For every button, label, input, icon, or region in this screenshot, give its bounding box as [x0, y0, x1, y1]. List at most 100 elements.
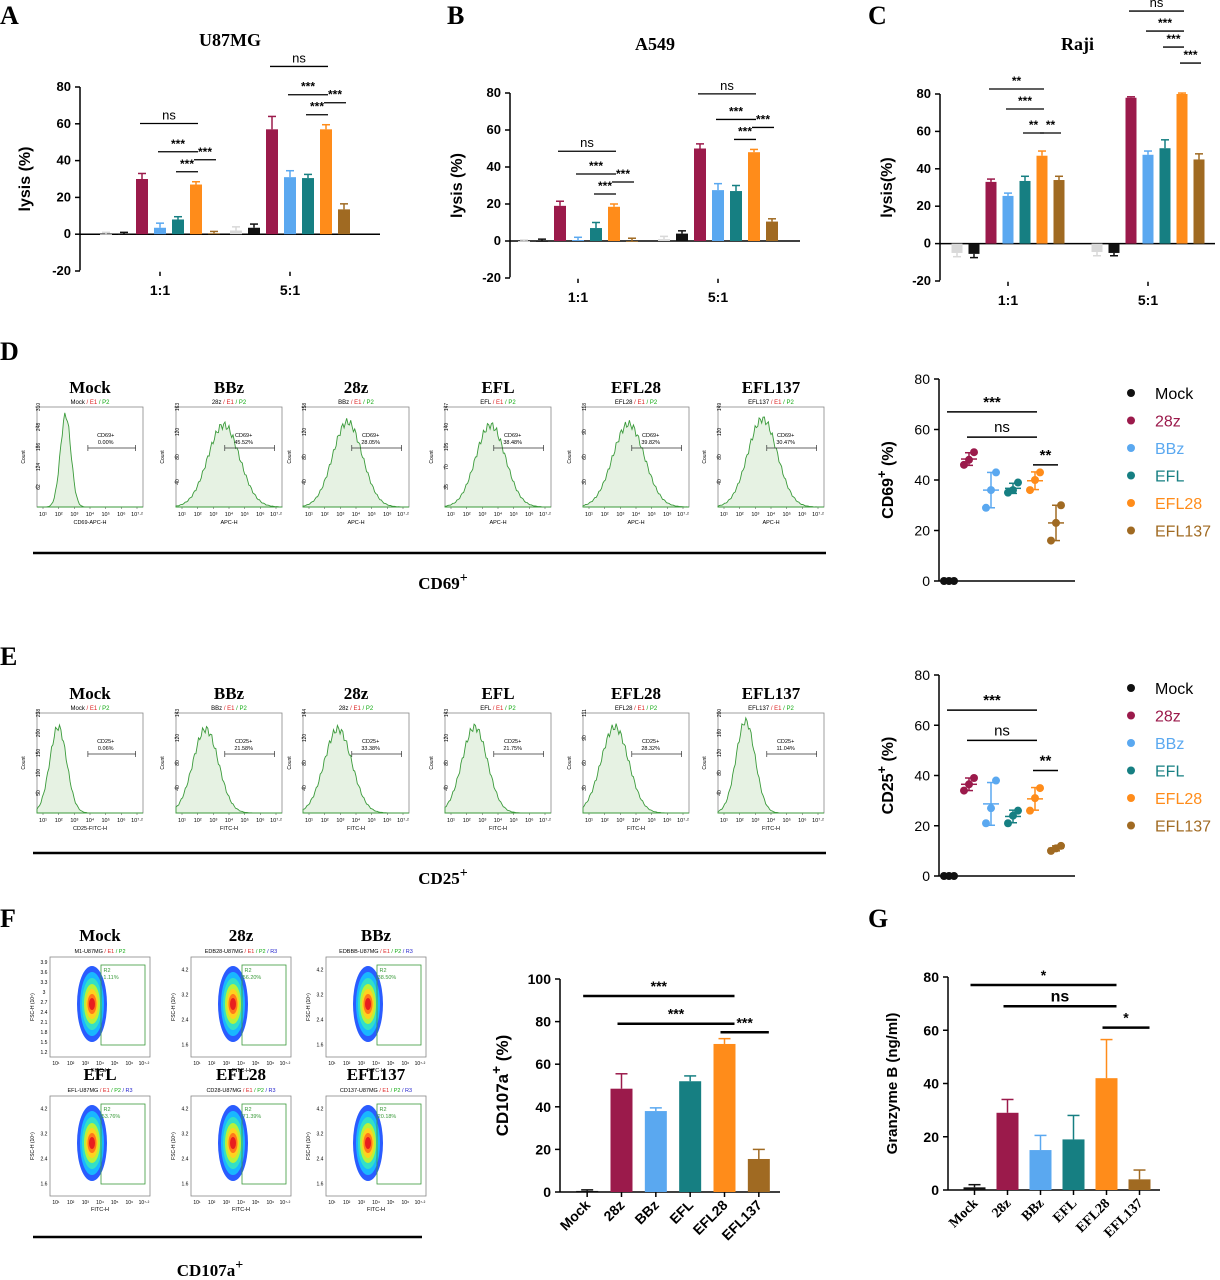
y-tick-label: 20 [914, 818, 930, 834]
x-tick-label: 10⁷·² [131, 817, 143, 824]
y-tick-label: 40 [535, 1099, 551, 1115]
data-point-BBz [982, 503, 990, 512]
superscript: + [235, 1258, 243, 1273]
y-tick-label: 20 [917, 198, 931, 213]
bar-Mock [658, 239, 670, 241]
y-axis-title: Count [567, 756, 573, 770]
ylabel-part: (%) [880, 737, 897, 766]
x-tick-label: 10⁴ [767, 817, 776, 824]
y-tick-label: 60 [914, 422, 930, 438]
header-part: / P2 [110, 1088, 121, 1094]
y-tick-label: 35 [444, 484, 450, 490]
header-part: EFL28 [615, 400, 633, 406]
density-contour [230, 998, 236, 1010]
y-tick-label: 3.6 [41, 970, 48, 976]
data-point-EFL [1014, 478, 1022, 487]
density-title: 28z [229, 926, 254, 945]
y-tick-label: 200 [717, 709, 723, 718]
data-point-28z [970, 448, 978, 457]
x-tick-label: 10¹ [39, 512, 47, 518]
data-point-EFL137 [1047, 536, 1055, 545]
gate-name: R2 [244, 968, 251, 974]
y-tick-label: 90 [582, 429, 588, 435]
significance-label: ns [162, 107, 176, 122]
header-part: / E1 [349, 400, 362, 406]
header-part: / E1 [222, 400, 235, 406]
x-tick-label: 10⁵ [240, 511, 248, 518]
data-point-Mock [950, 577, 958, 585]
data-point-EFL [1009, 486, 1017, 495]
significance-label: ** [1029, 118, 1039, 132]
significance-label: * [1123, 1010, 1129, 1026]
x-tick-label: 10⁵ [509, 511, 517, 518]
header-part: / P2 [97, 400, 110, 406]
gate-name: CD25+ [362, 739, 379, 745]
panel-letter-C: C [868, 1, 887, 30]
gate-percent: 38.50% [378, 975, 397, 981]
y-tick-label: 120 [302, 734, 308, 743]
y-tick-label: 60 [57, 116, 71, 131]
x-axis-title: FITC-H [367, 1207, 385, 1213]
significance-label: *** [983, 394, 1001, 411]
x-tick-label: 28z [989, 1196, 1014, 1221]
x-tick-label: 10⁵ [101, 817, 109, 824]
x-tick-label: 10² [463, 512, 471, 518]
y-tick-label: 90 [582, 735, 588, 741]
y-axis-title: FSC-H (10⁵) [30, 993, 36, 1021]
significance-label: * [1041, 967, 1047, 983]
y-tick-label: 80 [302, 760, 308, 766]
header-part: / P2 [235, 706, 248, 712]
gate-box [376, 1103, 422, 1185]
gate-box [241, 1103, 287, 1185]
legend-label-EFL28: EFL28 [1155, 791, 1202, 808]
y-tick-label: 80 [57, 79, 71, 94]
y-tick-label: 3.2 [182, 1132, 189, 1138]
y-tick-label: 40 [444, 785, 450, 791]
y-tick-label: 120 [717, 428, 723, 437]
significance-label: *** [598, 179, 612, 193]
y-tick-label: 0 [922, 573, 930, 589]
histogram-title: 28z [344, 378, 369, 397]
y-tick-label: 3.2 [41, 1132, 48, 1138]
x-tick-label: 10⁷·² [812, 511, 824, 518]
x-tick-label: 10⁷·² [280, 1061, 291, 1067]
x-tick-label: 10⁵ [101, 511, 109, 518]
x-tick-label: 10⁶ [383, 511, 391, 518]
gate-percent: 1.11% [103, 975, 118, 981]
header-part: / E1 [633, 706, 646, 712]
x-tick-label: 10² [343, 1200, 351, 1206]
x-tick-label: 28z [600, 1197, 627, 1224]
x-tick-label: 10² [463, 818, 471, 824]
significance-label: ns [580, 135, 594, 150]
y-tick-label: 80 [302, 454, 308, 460]
chart-title: Raji [1061, 34, 1094, 54]
header-part: BBz [338, 400, 349, 406]
x-tick-label: 10⁵ [782, 511, 790, 518]
gate-box [100, 1103, 146, 1185]
header-part: EFL-U87MG [67, 1088, 98, 1094]
data-point-EFL28 [1026, 486, 1034, 495]
bar-BBz [644, 1111, 667, 1192]
y-tick-label: 40 [923, 1076, 939, 1092]
x-tick-label: 10⁶ [402, 1061, 410, 1067]
data-point-EFL [1009, 811, 1017, 820]
y-tick-label: 60 [582, 760, 588, 766]
gate-name: CD69+ [642, 433, 659, 439]
header-part: / P2 [361, 706, 374, 712]
x-tick-label: 10¹ [193, 1200, 201, 1206]
y-tick-label: 60 [487, 122, 501, 137]
y-axis-title: FSC-H (10⁵) [171, 993, 177, 1021]
histogram-header: 28z / E1 / P2 [339, 706, 374, 712]
header-part: / E1 [243, 949, 254, 955]
x-tick-label: 10⁴ [352, 511, 361, 518]
histogram-header: Mock / E1 / P2 [70, 400, 110, 406]
x-tick-label: 10⁶ [663, 817, 671, 824]
histogram-title: EFL137 [742, 684, 801, 703]
x-tick-label: 10³ [616, 512, 624, 518]
flow-density-0: Mock M1-U87MG / E1 / P2 1.2 1.5 1.8 2.1 2.4 2.7… [30, 926, 151, 1074]
header-part: / E1 [222, 706, 235, 712]
x-axis-title: CD69-APC-H [73, 520, 106, 526]
y-tick-label: -20 [52, 263, 71, 278]
x-tick-label: 10¹ [193, 1061, 201, 1067]
x-tick-label: 10⁷·² [131, 511, 143, 518]
